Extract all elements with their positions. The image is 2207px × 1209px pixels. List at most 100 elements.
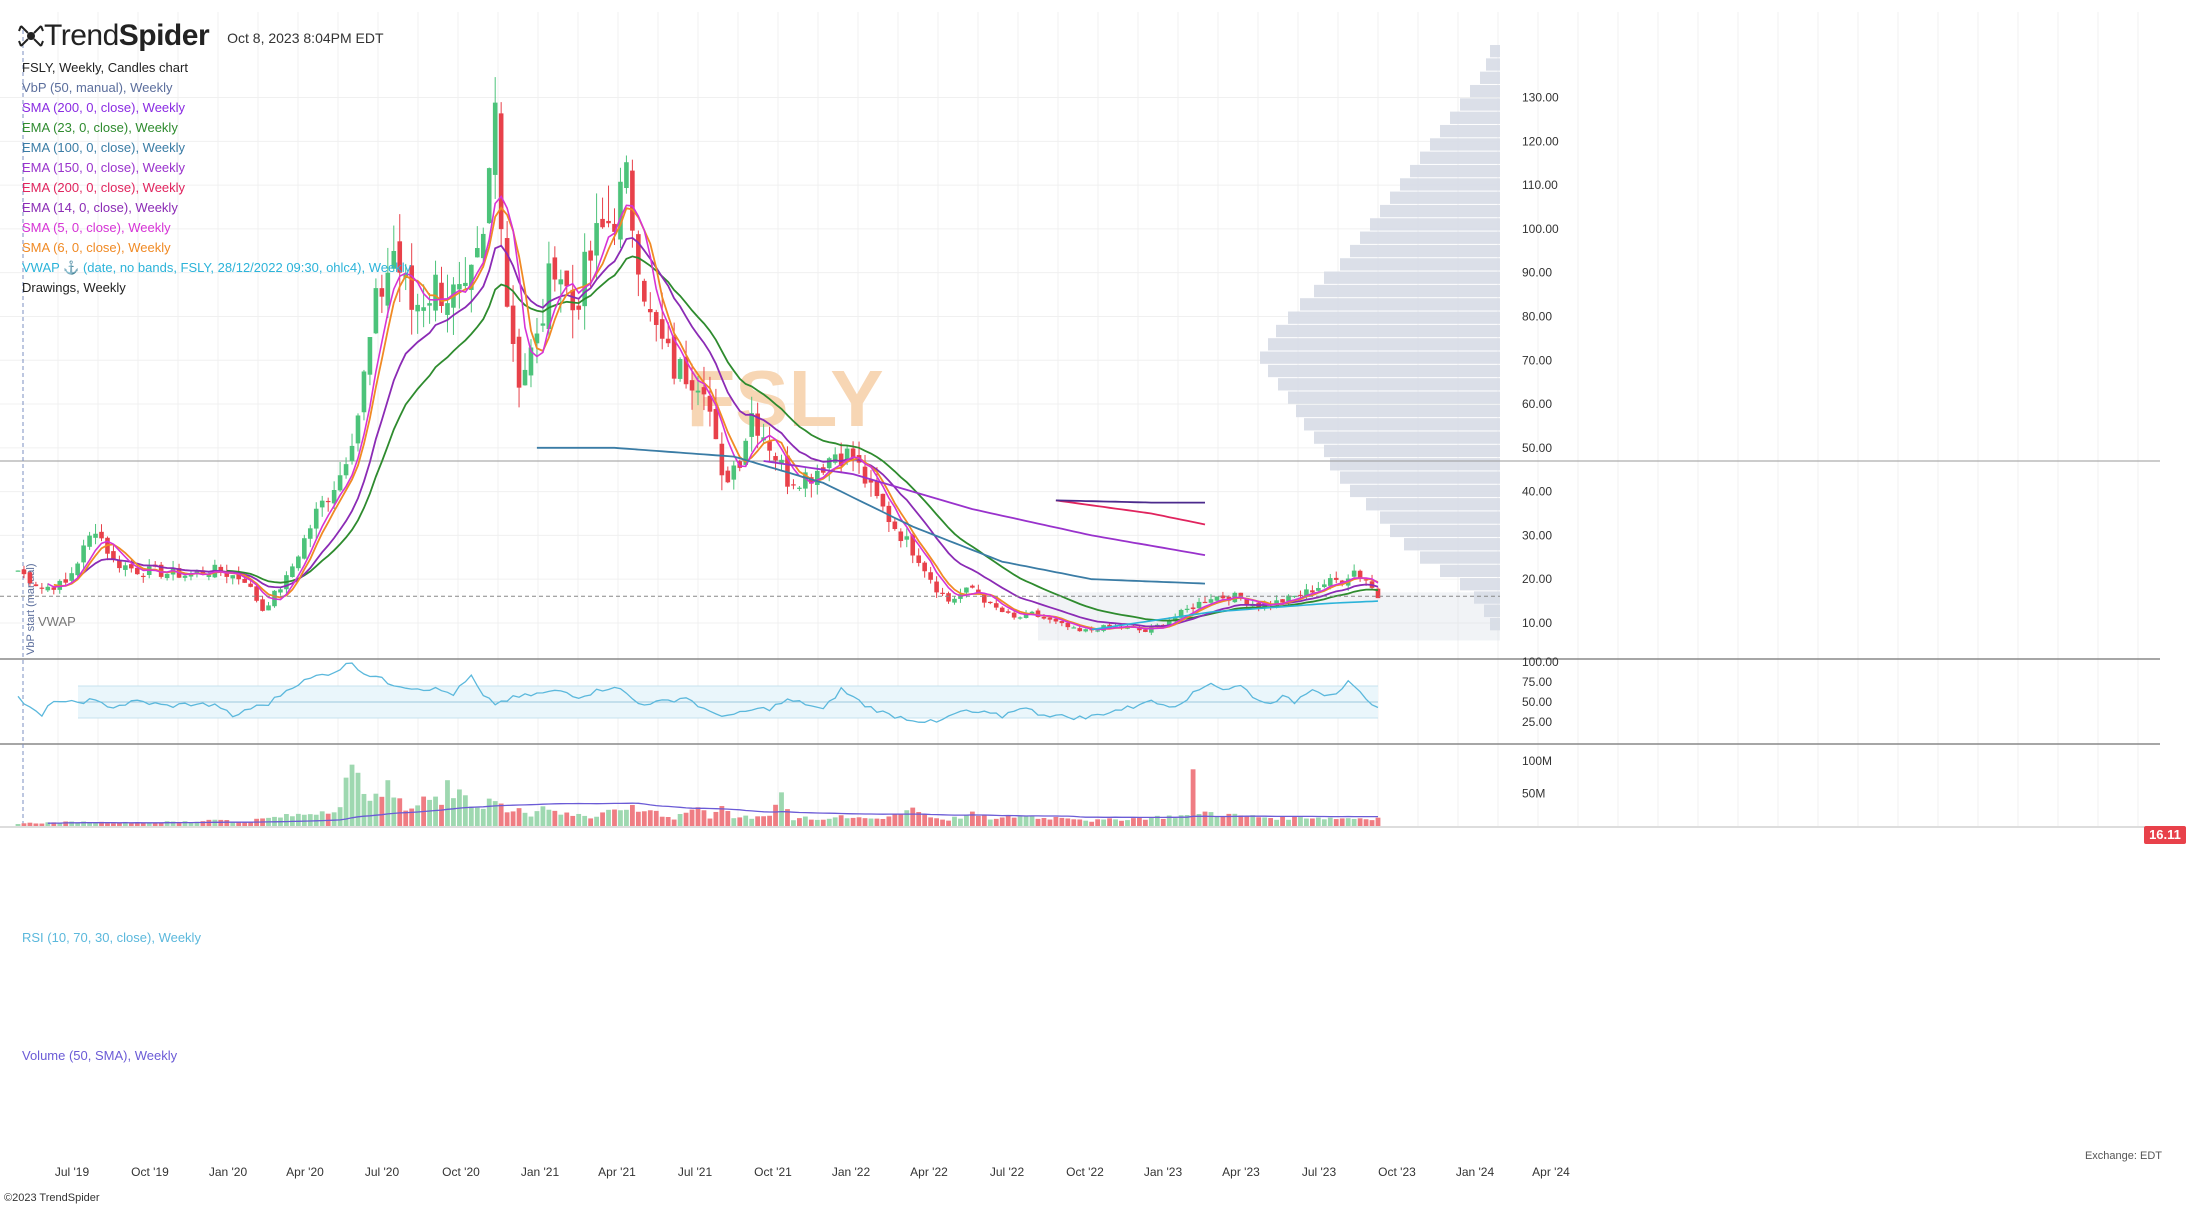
legend-item[interactable]: SMA (5, 0, close), Weekly [22, 220, 171, 235]
volume-bar [981, 814, 987, 826]
candle-body [797, 487, 802, 489]
volume-profile [1260, 45, 1500, 631]
candle-body [1035, 610, 1041, 617]
candle-body [99, 531, 104, 539]
candle-body [373, 288, 379, 334]
legend-item[interactable]: FSLY, Weekly, Candles chart [22, 60, 188, 75]
volume-profile-bar [1288, 311, 1500, 324]
volume-bar [1196, 814, 1202, 826]
candle-body [290, 566, 295, 578]
volume-bar [701, 810, 707, 826]
volume-bar [558, 814, 564, 826]
volume-axis: 50M 100M [1522, 754, 1552, 801]
rsi-tick-label: 50.00 [1522, 695, 1552, 709]
candle-body [659, 319, 665, 339]
volume-bar [415, 805, 421, 826]
candle-body [773, 456, 778, 461]
volume-bar [1178, 815, 1184, 826]
volume-bar [1262, 817, 1268, 826]
price-axis: 10.00 20.00 30.00 40.00 50.00 60.00 70.00 80.00… [1522, 91, 1559, 630]
legend-item[interactable]: Drawings, Weekly [22, 280, 126, 295]
volume-bar [546, 809, 552, 826]
candle-body [355, 415, 361, 444]
volume-bar [39, 823, 45, 826]
candle-body [21, 569, 27, 575]
legend-item[interactable]: SMA (6, 0, close), Weekly [22, 240, 171, 255]
volume-bar [653, 810, 659, 826]
vbp-zone [1038, 592, 1500, 641]
legend-item[interactable]: EMA (14, 0, close), Weekly [22, 200, 178, 215]
volume-profile-bar [1324, 271, 1500, 284]
volume-bar [731, 818, 737, 826]
legend-item[interactable]: EMA (150, 0, close), Weekly [22, 160, 186, 175]
legend-item[interactable]: SMA (200, 0, close), Weekly [22, 100, 186, 115]
volume-bar [826, 818, 832, 826]
legend-item[interactable]: EMA (23, 0, close), Weekly [22, 120, 178, 135]
volume-bar [785, 809, 790, 826]
volume-bar [993, 818, 999, 826]
volume-bar [576, 813, 582, 826]
volume-bar [1113, 819, 1118, 826]
candle-body [87, 535, 92, 547]
candle-body [331, 490, 337, 504]
candle-body [1280, 599, 1285, 603]
volume-profile-bar [1474, 591, 1500, 604]
candle-body [606, 220, 611, 224]
candle-body [1005, 611, 1011, 613]
legend-item[interactable]: VbP (50, manual), Weekly [22, 80, 173, 95]
candle-body [1274, 600, 1279, 606]
volume-bar [1119, 820, 1124, 826]
candle-body [785, 455, 790, 487]
volume-bar [874, 818, 880, 826]
candle-body [266, 605, 271, 611]
candle-body [814, 470, 820, 485]
volume-bar [93, 822, 98, 826]
volume-bar [492, 801, 498, 826]
candle-body [1327, 578, 1333, 586]
volume-bar [999, 817, 1005, 826]
volume-bar [898, 814, 904, 826]
candle-body [1047, 617, 1053, 620]
legend-item[interactable]: EMA (200, 0, close), Weekly [22, 180, 186, 195]
price-tick-label: 110.00 [1522, 178, 1558, 192]
volume-bar [474, 807, 480, 826]
volume-bar [164, 821, 170, 826]
volume-profile-bar [1440, 124, 1500, 138]
candle-body [1166, 620, 1172, 626]
volume-bar [629, 804, 635, 826]
volume-profile-bar [1350, 244, 1500, 258]
volume-profile-bar [1404, 538, 1500, 551]
candle-body [510, 305, 516, 344]
volume-bar [683, 812, 689, 826]
time-tick-label: Oct '21 [754, 1165, 792, 1179]
volume-bar [81, 821, 87, 826]
volume-bar [319, 811, 325, 826]
candle-body [296, 556, 301, 569]
volume-bar [1286, 819, 1291, 826]
volume-bar [462, 795, 468, 826]
volume-bar [331, 812, 337, 826]
volume-bar [1315, 817, 1321, 826]
candle-body [516, 336, 522, 388]
vwap-anchored-line [1091, 600, 1379, 631]
rsi-legend: RSI (10, 70, 30, close), Weekly [22, 930, 201, 945]
volume-bar [486, 798, 492, 826]
volume-bar [391, 797, 397, 826]
volume-bar [1268, 818, 1274, 826]
candle-body [1292, 595, 1297, 598]
legend-item[interactable]: VWAP ⚓ (date, no bands, FSLY, 28/12/2022… [22, 260, 412, 275]
candle-body [1107, 624, 1112, 628]
volume-bar [337, 807, 343, 826]
volume-bar [1304, 818, 1309, 826]
legend-item[interactable]: EMA (100, 0, close), Weekly [22, 140, 186, 155]
time-tick-label: Oct '20 [442, 1165, 480, 1179]
volume-bar [802, 816, 808, 826]
volume-profile-bar [1340, 471, 1500, 484]
volume-bar [1202, 811, 1208, 826]
volume-bar [862, 818, 868, 826]
candle-body [200, 570, 206, 575]
last-price-tag: 16.11 [2144, 826, 2186, 844]
brand-bold: Spider [118, 19, 210, 52]
candle-body [647, 309, 653, 313]
candle-body [480, 233, 486, 259]
